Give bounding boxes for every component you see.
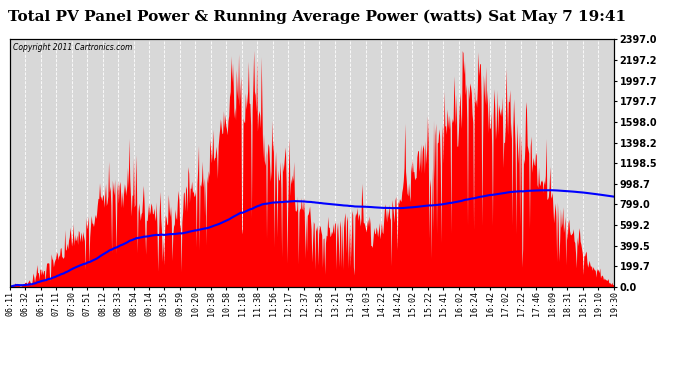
Text: Total PV Panel Power & Running Average Power (watts) Sat May 7 19:41: Total PV Panel Power & Running Average P… [8, 9, 627, 24]
Text: Copyright 2011 Cartronics.com: Copyright 2011 Cartronics.com [13, 43, 132, 52]
